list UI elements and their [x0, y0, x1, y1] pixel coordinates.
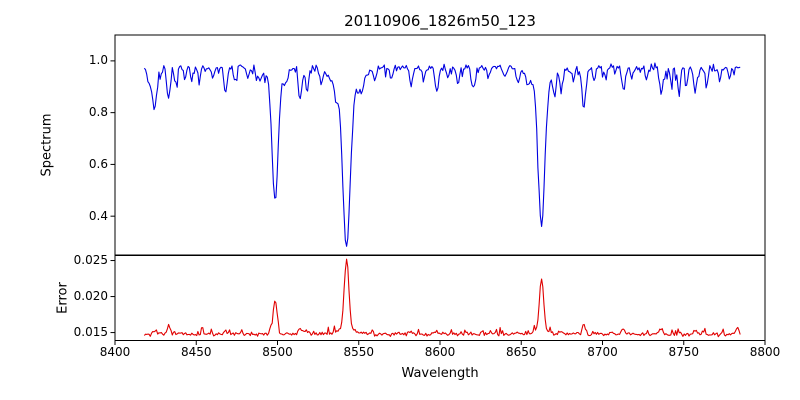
- error-y-tick-label: 0.015: [73, 325, 108, 340]
- spectrum-y-tick-label: 0.6: [88, 156, 108, 171]
- chart-title: 20110906_1826m50_123: [344, 12, 536, 30]
- x-tick-label: 8500: [262, 345, 293, 359]
- error-panel-border: [114, 255, 766, 341]
- x-tick-label: 8450: [180, 345, 212, 359]
- x-axis-label: Wavelength: [401, 366, 479, 381]
- spectrum-y-axis-label: Spectrum: [39, 113, 55, 177]
- x-tick-label: 8750: [668, 345, 700, 359]
- error-y-tick-label: 0.020: [73, 289, 108, 304]
- spectrum-y-tick-label: 0.4: [88, 208, 108, 223]
- spectrum-y-tick-label: 0.8: [88, 105, 108, 120]
- error-y-tick-label: 0.025: [73, 253, 108, 268]
- x-tick-label: 8800: [749, 345, 781, 359]
- x-tick-label: 8650: [505, 345, 537, 359]
- spectrum-panel-border: [114, 34, 766, 256]
- x-tick-label: 8600: [424, 345, 456, 359]
- spectrum-line: [143, 62, 741, 247]
- spectrum-y-tick-label: 1.0: [88, 53, 108, 68]
- x-tick-label: 8700: [587, 345, 618, 359]
- error-line: [143, 258, 741, 338]
- x-tick-label: 8550: [343, 345, 375, 359]
- x-tick-label: 8400: [99, 345, 131, 359]
